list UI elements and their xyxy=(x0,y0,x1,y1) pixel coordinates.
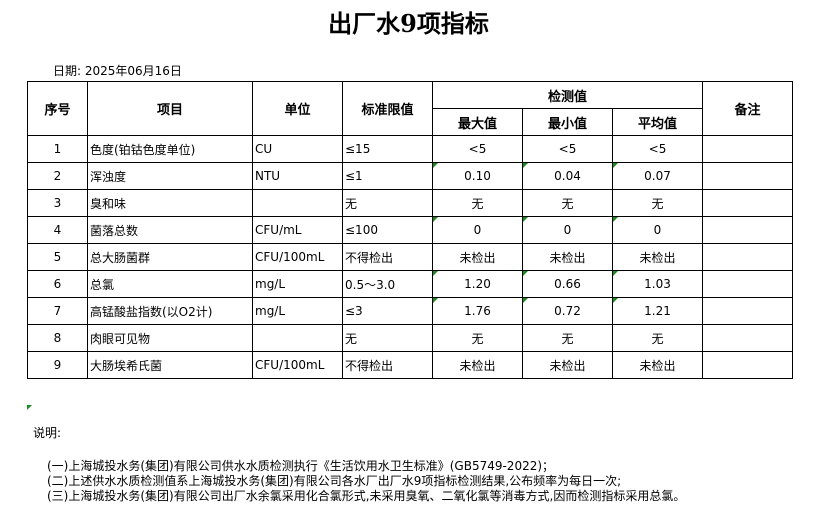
cell-remark xyxy=(702,270,793,298)
cell-max: 未检出 xyxy=(432,243,523,271)
cell-limit: 0.5～3.0 xyxy=(342,270,433,298)
water-quality-table: 序号 项目 单位 标准限值 检测值 备注 最大值 最小值 平均值 1 色度(铂钴色… xyxy=(27,81,793,379)
table-row: 6 总氯 mg/L 0.5～3.0 1.20 0.66 1.03 xyxy=(27,270,793,298)
cell-avg: 1.03 xyxy=(612,270,703,298)
cell-max: 1.20 xyxy=(432,270,523,298)
cell-item: 菌落总数 xyxy=(87,216,253,244)
cell-item: 总大肠菌群 xyxy=(87,243,253,271)
header-avg: 平均值 xyxy=(612,108,703,136)
cell-item: 色度(铂钴色度单位) xyxy=(87,135,253,163)
cell-remark xyxy=(702,351,793,379)
cell-min: 未检出 xyxy=(522,351,613,379)
cell-min: <5 xyxy=(522,135,613,163)
cell-max: <5 xyxy=(432,135,523,163)
cell-limit: 不得检出 xyxy=(342,351,433,379)
cell-avg: 无 xyxy=(612,189,703,217)
cell-min: 0.72 xyxy=(522,297,613,325)
cell-remark xyxy=(702,297,793,325)
cell-no: 4 xyxy=(27,216,88,244)
cell-unit: CU xyxy=(252,135,343,163)
cell-unit: CFU/100mL xyxy=(252,243,343,271)
cell-no: 7 xyxy=(27,297,88,325)
note-line-2: (二)上述供水水质检测值系上海城投水务(集团)有限公司各水厂出厂水9项指标检测结… xyxy=(47,474,622,488)
cell-item: 大肠埃希氏菌 xyxy=(87,351,253,379)
cell-no: 9 xyxy=(27,351,88,379)
cell-unit: mg/L xyxy=(252,270,343,298)
cell-no: 1 xyxy=(27,135,88,163)
cell-min: 0.66 xyxy=(522,270,613,298)
cell-limit: ≤100 xyxy=(342,216,433,244)
cell-unit: mg/L xyxy=(252,297,343,325)
cell-unit: NTU xyxy=(252,162,343,190)
cell-max: 0.10 xyxy=(432,162,523,190)
cell-item: 肉眼可见物 xyxy=(87,324,253,352)
cell-unit xyxy=(252,189,343,217)
cell-avg: 未检出 xyxy=(612,243,703,271)
cell-avg: 无 xyxy=(612,324,703,352)
cell-max: 未检出 xyxy=(432,351,523,379)
table-row: 9 大肠埃希氏菌 CFU/100mL 不得检出 未检出 未检出 未检出 xyxy=(27,351,793,379)
page-title: 出厂水9项指标 xyxy=(328,9,489,38)
header-max: 最大值 xyxy=(432,108,523,136)
cell-avg: 0 xyxy=(612,216,703,244)
cell-item: 总氯 xyxy=(87,270,253,298)
cell-min: 无 xyxy=(522,189,613,217)
cell-min: 0 xyxy=(522,216,613,244)
cell-no: 3 xyxy=(27,189,88,217)
cell-min: 未检出 xyxy=(522,243,613,271)
report-date: 日期: 2025年06月16日 xyxy=(53,64,182,78)
cell-avg: 未检出 xyxy=(612,351,703,379)
cell-limit: ≤1 xyxy=(342,162,433,190)
cell-remark xyxy=(702,216,793,244)
cell-limit: ≤3 xyxy=(342,297,433,325)
table-row: 5 总大肠菌群 CFU/100mL 不得检出 未检出 未检出 未检出 xyxy=(27,243,793,271)
cell-min: 0.04 xyxy=(522,162,613,190)
cell-avg: <5 xyxy=(612,135,703,163)
table-row: 3 臭和味无无无无 xyxy=(27,189,793,217)
header-unit: 单位 xyxy=(252,81,343,136)
table-row: 1 色度(铂钴色度单位) CU ≤15 <5 <5 <5 xyxy=(27,135,793,163)
notes-label: 说明: xyxy=(33,426,62,440)
cell-remark xyxy=(702,162,793,190)
cell-unit xyxy=(252,324,343,352)
cell-item: 高锰酸盐指数(以O2计) xyxy=(87,297,253,325)
cell-no: 2 xyxy=(27,162,88,190)
header-no: 序号 xyxy=(27,81,88,136)
header-measured: 检测值 xyxy=(432,81,703,109)
note-line-3: (三)上海城投水务(集团)有限公司出厂水余氯采用化合氯形式,未采用臭氧、二氧化氯… xyxy=(47,489,686,503)
cell-marker xyxy=(27,405,32,410)
cell-remark xyxy=(702,135,793,163)
cell-limit: 不得检出 xyxy=(342,243,433,271)
header-item: 项目 xyxy=(87,81,253,136)
table-row: 7 高锰酸盐指数(以O2计) mg/L ≤3 1.76 0.72 1.21 xyxy=(27,297,793,325)
cell-max: 1.76 xyxy=(432,297,523,325)
table-row: 8 肉眼可见物无无无无 xyxy=(27,324,793,352)
cell-item: 臭和味 xyxy=(87,189,253,217)
cell-limit: 无 xyxy=(342,189,433,217)
header-limit: 标准限值 xyxy=(342,81,433,136)
header-remark: 备注 xyxy=(702,81,793,136)
cell-avg: 1.21 xyxy=(612,297,703,325)
cell-limit: 无 xyxy=(342,324,433,352)
cell-max: 无 xyxy=(432,189,523,217)
cell-unit: CFU/mL xyxy=(252,216,343,244)
cell-max: 0 xyxy=(432,216,523,244)
cell-unit: CFU/100mL xyxy=(252,351,343,379)
cell-item: 浑浊度 xyxy=(87,162,253,190)
cell-no: 5 xyxy=(27,243,88,271)
note-line-1: (一)上海城投水务(集团)有限公司供水水质检测执行《生活饮用水卫生标准》(GB5… xyxy=(47,459,555,473)
cell-avg: 0.07 xyxy=(612,162,703,190)
cell-max: 无 xyxy=(432,324,523,352)
cell-remark xyxy=(702,243,793,271)
cell-remark xyxy=(702,324,793,352)
header-min: 最小值 xyxy=(522,108,613,136)
table-row: 4 菌落总数 CFU/mL ≤100 0 0 0 xyxy=(27,216,793,244)
cell-no: 8 xyxy=(27,324,88,352)
table-row: 2 浑浊度 NTU ≤1 0.10 0.04 0.07 xyxy=(27,162,793,190)
cell-limit: ≤15 xyxy=(342,135,433,163)
cell-min: 无 xyxy=(522,324,613,352)
cell-remark xyxy=(702,189,793,217)
cell-no: 6 xyxy=(27,270,88,298)
